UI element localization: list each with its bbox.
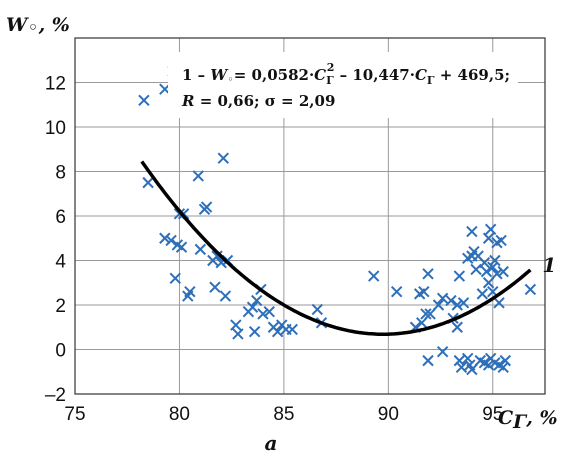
data-point [418, 285, 430, 298]
data-point [466, 225, 478, 238]
x-tick-label: 75 [64, 404, 85, 425]
data-point [368, 270, 380, 282]
data-point [436, 346, 449, 358]
data-point [495, 234, 507, 247]
y-tick-label: 4 [55, 252, 66, 273]
data-point [489, 254, 501, 267]
x-tick-label: 85 [273, 404, 294, 425]
data-point [416, 317, 428, 329]
x-tick-label: 95 [482, 404, 503, 425]
tick-labels: 75 80 85 90 95 –2 0 2 4 6 8 10 12 [45, 74, 503, 426]
x-tick-label: 80 [169, 404, 190, 425]
data-point [470, 263, 482, 276]
x-tick-label: 90 [378, 404, 399, 425]
data-point [211, 250, 223, 262]
data-point [424, 308, 436, 320]
data-point [466, 363, 478, 376]
fit-curve [140, 160, 532, 336]
data-point [422, 268, 434, 280]
y-tick-label: 0 [55, 341, 66, 362]
data-point [484, 223, 497, 236]
plot-frame [74, 37, 546, 395]
data-point [451, 299, 463, 311]
data-point [422, 354, 434, 367]
data-point [482, 359, 495, 371]
data-point [451, 321, 463, 333]
data-point [165, 234, 177, 247]
data-point [478, 257, 491, 269]
data-point [480, 265, 493, 278]
data-point [286, 323, 298, 336]
data-point [436, 292, 449, 305]
data-point [251, 294, 263, 307]
data-point [194, 243, 207, 256]
data-point [232, 328, 244, 340]
data-point [487, 261, 499, 273]
data-point [271, 325, 284, 338]
data-point [209, 281, 221, 293]
y-tick-label: 12 [45, 74, 66, 95]
data-point [524, 283, 537, 296]
data-point [445, 294, 457, 307]
data-point [175, 241, 188, 253]
equation-box: 1 – W◦= 0,0582·CГ2 – 10,447·CГ + 469,5; … [168, 52, 518, 118]
data-point [263, 305, 275, 318]
data-point [476, 288, 489, 300]
data-point [420, 308, 432, 320]
data-point [217, 152, 230, 164]
data-point [169, 272, 181, 285]
data-point [138, 94, 150, 107]
panel-label: а [265, 431, 278, 455]
data-point [230, 319, 242, 331]
data-point [453, 354, 466, 367]
data-point [493, 297, 505, 309]
data-point [246, 301, 259, 313]
data-point [159, 232, 171, 244]
equation-line-2: R = 0,66; σ = 2,09 [181, 92, 335, 110]
data-point [200, 201, 213, 213]
data-point [390, 285, 403, 298]
data-point [491, 268, 503, 280]
data-point [219, 290, 232, 302]
x-axis-title: CГ, % [498, 407, 558, 433]
data-point [311, 303, 324, 316]
data-point [462, 352, 474, 365]
data-point [192, 170, 204, 182]
data-point [248, 325, 261, 338]
data-point [499, 354, 512, 367]
data-point [453, 270, 466, 282]
equation-line-1: 1 – W◦= 0,0582·CГ2 – 10,447·CГ + 469,5; [182, 61, 510, 87]
data-point [482, 232, 495, 244]
y-axis-title: W◦, % [6, 14, 70, 39]
data-point [432, 299, 445, 311]
curve-label: 1 [542, 253, 556, 277]
data-point [497, 265, 509, 278]
y-tick-label: 2 [55, 296, 66, 317]
y-tick-label: 8 [55, 163, 66, 184]
y-tick-label: 6 [55, 207, 66, 228]
y-tick-label: –2 [45, 385, 66, 406]
data-point [497, 361, 509, 374]
data-point [257, 308, 269, 320]
data-point [457, 297, 470, 309]
y-tick-label: 10 [45, 118, 66, 139]
data-point [455, 361, 468, 374]
data-point [482, 277, 495, 289]
data-point [142, 176, 154, 189]
data-point [184, 285, 196, 298]
